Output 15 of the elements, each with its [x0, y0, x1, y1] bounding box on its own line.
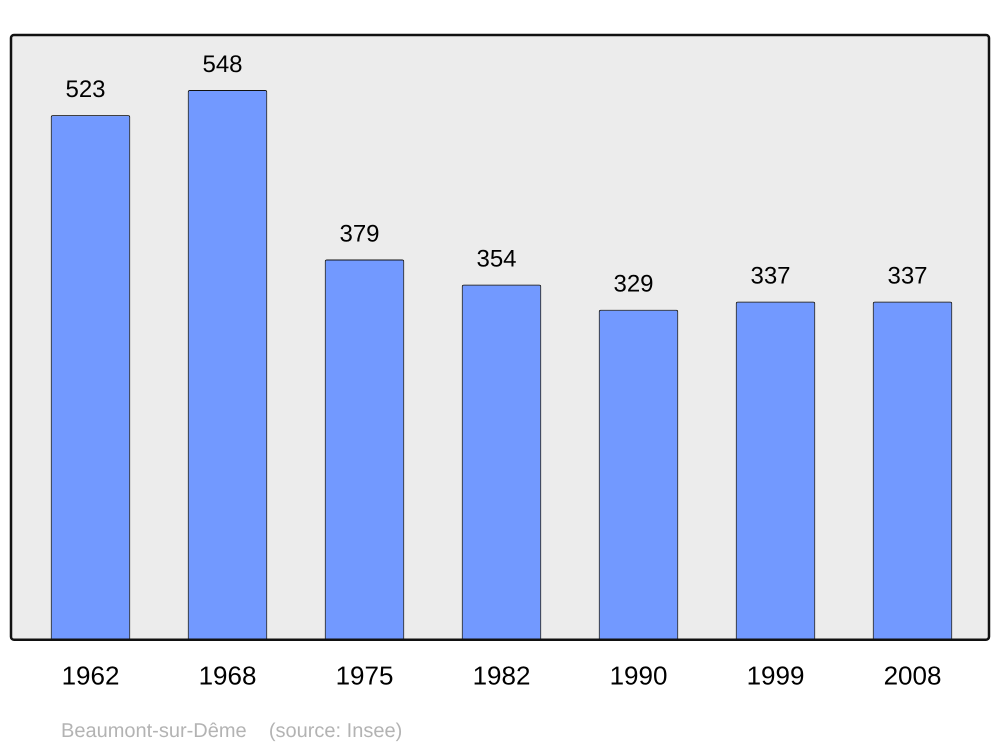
x-tick-label: 1968	[198, 660, 256, 691]
data-label: 337	[750, 262, 791, 290]
x-tick-label: 1982	[472, 660, 530, 691]
data-label: 337	[887, 262, 928, 290]
text: Beaumont-sur-Dême (source: Insee)	[61, 720, 402, 742]
data-label: 329	[613, 270, 654, 298]
x-tick-label: 1975	[336, 660, 394, 691]
x-tick-label: 1999	[746, 660, 804, 691]
x-tick-label: 1962	[62, 660, 120, 691]
data-label: 548	[202, 50, 243, 78]
data-label: 354	[476, 246, 517, 273]
data-label: 523	[65, 76, 106, 104]
x-tick-label: 1990	[610, 660, 668, 691]
data-label: 379	[339, 220, 380, 248]
x-tick-label: 2008	[884, 660, 942, 691]
